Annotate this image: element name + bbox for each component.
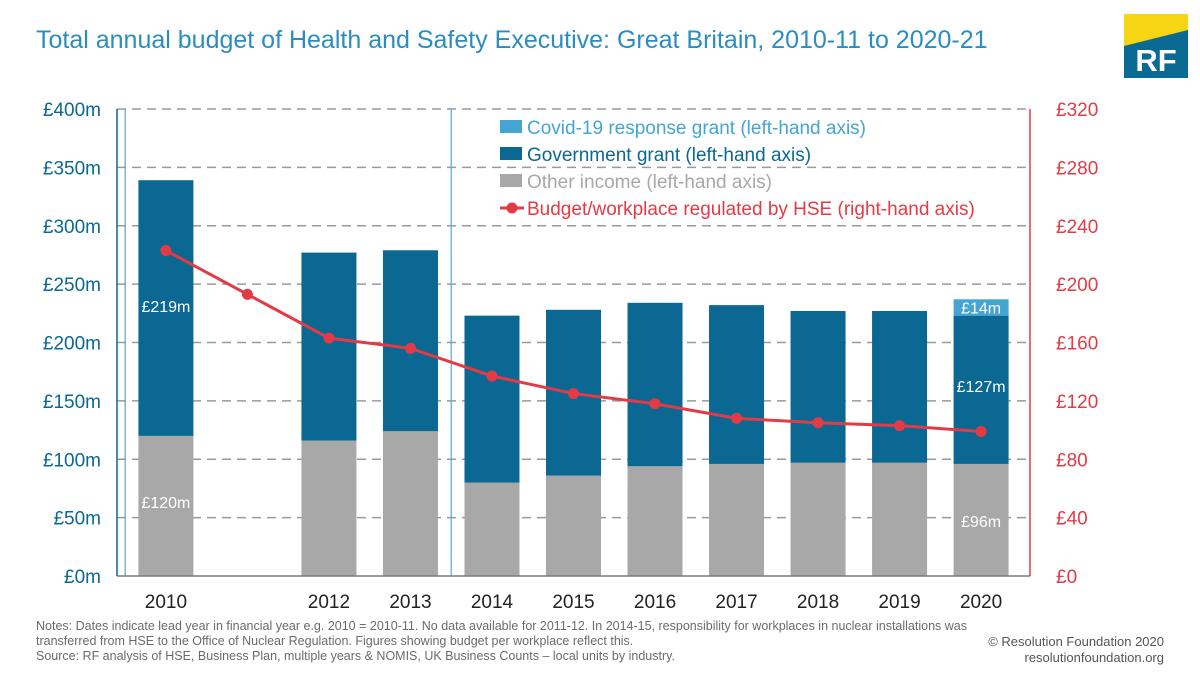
data-label: £120m	[141, 495, 190, 512]
bar-segment	[464, 315, 520, 483]
y-right-tick-label: £160	[1056, 334, 1098, 355]
line-point	[812, 417, 824, 429]
x-tick-label: 2020	[960, 592, 1002, 613]
x-tick-label: 2013	[389, 592, 431, 613]
y-left-tick-label: £300m	[43, 217, 101, 238]
rf-logo: RF	[1124, 14, 1188, 78]
line-point	[894, 420, 906, 432]
y-right-tick-label: £40	[1056, 509, 1088, 530]
website: resolutionfoundation.org	[1024, 650, 1165, 665]
legend-swatch	[500, 147, 522, 160]
source-line: Source: RF analysis of HSE, Business Pla…	[36, 649, 675, 663]
bar-segment	[301, 252, 357, 441]
y-right-tick-label: £0	[1056, 567, 1077, 588]
bar-segment	[872, 310, 928, 463]
line-point	[404, 342, 416, 354]
x-tick-label: 2014	[471, 592, 514, 613]
x-tick-label: 2019	[878, 592, 920, 613]
logo-yellow-band	[1124, 14, 1188, 46]
bar-segment	[627, 466, 683, 576]
data-label: £127m	[957, 379, 1006, 396]
bar-segment	[790, 310, 846, 463]
y-right-tick-label: £120	[1056, 392, 1098, 413]
bar-segment	[709, 463, 765, 576]
bar-segment	[953, 315, 1009, 464]
line-point	[731, 412, 743, 424]
bar-data-labels: £219m £120m £14m £127m £96m	[141, 299, 1005, 531]
y-right-tick-label: £240	[1056, 217, 1098, 238]
bar-segment	[382, 431, 438, 576]
data-label: £219m	[141, 299, 190, 316]
bar-segment	[138, 180, 194, 436]
x-tick-label: 2012	[308, 592, 350, 613]
bar-segment	[953, 463, 1009, 576]
bar-segment	[627, 302, 683, 467]
line-point	[160, 245, 172, 257]
legend-label: Government grant (left-hand axis)	[527, 145, 811, 166]
line-series	[160, 245, 987, 438]
axes: £0m £50m £100m £150m £200m £250m £300m £350m £40…	[43, 100, 1098, 613]
x-tick-label: 2010	[145, 592, 187, 613]
notes-line: transferred from HSE to the Office of Nu…	[36, 634, 634, 648]
vertical-markers	[124, 109, 452, 576]
line-point	[649, 398, 661, 410]
y-right-tick-label: £80	[1056, 450, 1088, 471]
y-left-tick-label: £0m	[64, 567, 101, 588]
y-left-tick-label: £100m	[43, 450, 101, 471]
legend-label: Budget/workplace regulated by HSE (right…	[527, 199, 975, 220]
logo-text: RF	[1135, 43, 1176, 78]
y-left-tick-label: £350m	[43, 158, 101, 179]
legend-swatch	[500, 120, 522, 133]
x-tick-label: 2015	[552, 592, 594, 613]
line-point	[568, 388, 579, 400]
chart-title: Total annual budget of Health and Safety…	[36, 26, 988, 54]
bar-segment	[953, 299, 1009, 316]
y-left-tick-label: £150m	[43, 392, 101, 413]
bar-segment	[872, 462, 928, 576]
legend-label: Other income (left-hand axis)	[527, 172, 772, 193]
y-right-tick-label: £200	[1056, 275, 1098, 296]
y-right-tick-label: £320	[1056, 100, 1098, 121]
line-point	[486, 370, 498, 382]
copyright: © Resolution Foundation 2020	[988, 634, 1164, 649]
y-left-tick-label: £200m	[43, 334, 101, 355]
line-point	[241, 288, 253, 300]
bars	[138, 180, 1009, 576]
bar-segment	[464, 482, 520, 576]
data-label: £96m	[961, 514, 1001, 531]
bar-segment	[709, 305, 765, 464]
bar-segment	[382, 250, 438, 432]
y-left-tick-label: £50m	[53, 509, 101, 530]
line-point	[323, 332, 335, 344]
bar-segment	[546, 475, 601, 576]
legend-swatch	[500, 174, 522, 187]
bar-segment	[301, 440, 357, 576]
legend: Covid-19 response grant (left-hand axis)…	[500, 118, 975, 220]
x-tick-label: 2017	[715, 592, 757, 613]
notes: Notes: Dates indicate lead year in finan…	[36, 619, 996, 664]
credit: © Resolution Foundation 2020 resolutionf…	[988, 634, 1164, 666]
x-tick-label: 2016	[634, 592, 676, 613]
y-right-tick-label: £280	[1056, 158, 1098, 179]
bar-segment	[790, 462, 846, 576]
notes-line: Notes: Dates indicate lead year in finan…	[36, 619, 967, 633]
bar-segment	[138, 435, 194, 576]
x-tick-label: 2018	[797, 592, 839, 613]
line-point	[975, 426, 987, 438]
y-left-tick-label: £400m	[43, 100, 101, 121]
legend-label: Covid-19 response grant (left-hand axis)	[527, 118, 866, 139]
legend-line-marker	[506, 202, 518, 214]
data-label: £14m	[961, 300, 1001, 317]
y-left-tick-label: £250m	[43, 275, 101, 296]
